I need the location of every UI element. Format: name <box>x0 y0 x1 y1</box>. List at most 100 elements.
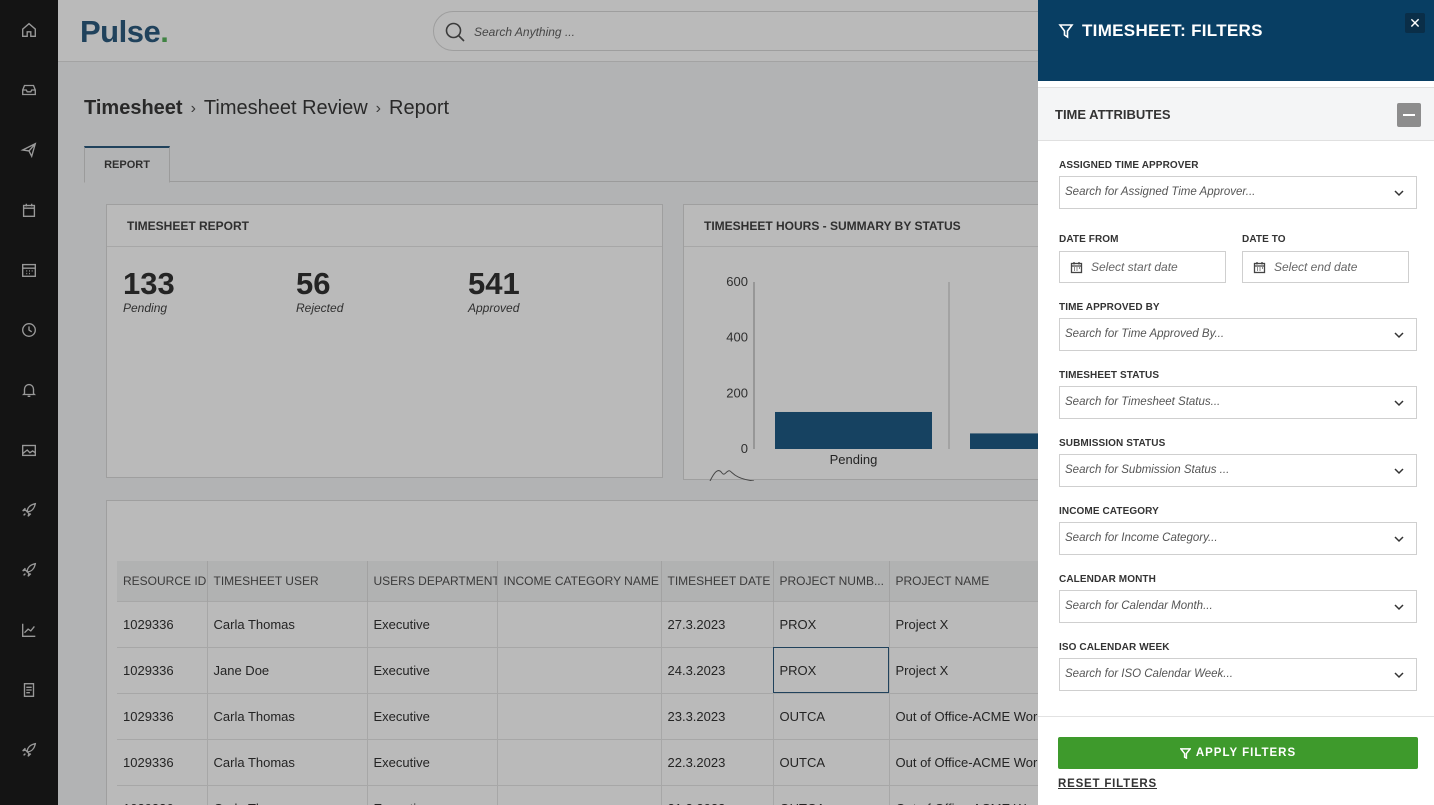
table-cell[interactable]: 23.3.2023 <box>661 692 774 739</box>
filter-icon <box>1058 23 1074 39</box>
column-header[interactable]: INCOME CATEGORY NAME <box>497 561 662 601</box>
table-cell[interactable]: OUTCA <box>773 692 890 739</box>
date-from-input[interactable]: Select start date <box>1059 251 1226 283</box>
stat-value: 56 <box>296 266 331 301</box>
table-cell[interactable]: PROX <box>773 646 890 693</box>
timesheet-status-select[interactable]: Search for Timesheet Status... <box>1059 386 1417 419</box>
breadcrumb: Timesheet › Timesheet Review › Report <box>84 97 449 120</box>
table-cell[interactable]: Carla Thomas <box>207 784 368 805</box>
column-header[interactable]: TIMESHEET USER <box>207 561 368 601</box>
table-cell[interactable] <box>497 738 662 785</box>
table-cell[interactable]: Carla Thomas <box>207 738 368 785</box>
reset-filters-link[interactable]: RESET FILTERS <box>1058 778 1157 790</box>
table-cell[interactable]: 1029336 <box>117 646 208 693</box>
chevron-down-icon <box>1392 600 1406 614</box>
section-title: TIME ATTRIBUTES <box>1055 107 1171 122</box>
table-cell[interactable]: Executive <box>367 646 498 693</box>
iso-week-select[interactable]: Search for ISO Calendar Week... <box>1059 658 1417 691</box>
chevron-down-icon <box>1392 464 1406 478</box>
breadcrumb-timesheet-review[interactable]: Timesheet Review <box>203 97 368 119</box>
breadcrumb-timesheet[interactable]: Timesheet <box>84 97 183 119</box>
chevron-down-icon <box>1392 532 1406 546</box>
rocket-icon-2[interactable] <box>18 559 40 581</box>
placeholder: Search for Submission Status ... <box>1065 464 1230 476</box>
pulse-logo[interactable]: Pulse. <box>80 14 169 49</box>
table-cell[interactable]: 1029336 <box>117 784 208 805</box>
calendar-month-select[interactable]: Search for Calendar Month... <box>1059 590 1417 623</box>
column-header[interactable]: USERS DEPARTMENT <box>367 561 498 601</box>
table-cell[interactable]: Executive <box>367 738 498 785</box>
table-cell[interactable]: OUTCA <box>773 738 890 785</box>
schedule-icon[interactable] <box>18 259 40 281</box>
stat-value: 133 <box>123 266 175 301</box>
rocket-icon-3[interactable] <box>18 739 40 761</box>
table-cell[interactable]: Carla Thomas <box>207 692 368 739</box>
timesheet-status-label: TIMESHEET STATUS <box>1059 370 1160 381</box>
assigned-approver-select[interactable]: Search for Assigned Time Approver... <box>1059 176 1417 209</box>
table-cell[interactable]: Executive <box>367 600 498 647</box>
table-cell[interactable]: 27.3.2023 <box>661 600 774 647</box>
table-cell[interactable]: 1029336 <box>117 600 208 647</box>
table-cell[interactable]: 21.3.2023 <box>661 784 774 805</box>
card-title: TIMESHEET REPORT <box>107 205 662 247</box>
table-row[interactable]: 1029336 Carla Thomas Executive 23.3.2023 OUT… <box>117 692 1090 739</box>
table-cell[interactable]: 1029336 <box>117 692 208 739</box>
filters-title: TIMESHEET: FILTERS <box>1082 21 1263 40</box>
chevron-right-icon: › <box>190 99 196 117</box>
x-tick-label: Pending <box>830 452 878 467</box>
search-input[interactable] <box>474 21 1074 43</box>
table-cell[interactable]: Carla Thomas <box>207 600 368 647</box>
table-cell[interactable]: Jane Doe <box>207 646 368 693</box>
clock-icon[interactable] <box>18 319 40 341</box>
table-cell[interactable]: OUTCA <box>773 784 890 805</box>
table-cell[interactable]: 1029336 <box>117 738 208 785</box>
column-header[interactable]: PROJECT NUMB... <box>773 561 890 601</box>
date-to-input[interactable]: Select end date <box>1242 251 1409 283</box>
image-icon[interactable] <box>18 439 40 461</box>
table-cell[interactable]: 24.3.2023 <box>661 646 774 693</box>
table-header-row: RESOURCE ID TIMESHEET USER USERS DEPARTMEN… <box>117 561 1090 601</box>
summary-by-status-card: TIMESHEET HOURS - SUMMARY BY STATUS 600 4… <box>683 204 1103 481</box>
column-header[interactable]: RESOURCE ID <box>117 561 208 601</box>
close-icon[interactable]: ✕ <box>1405 13 1425 33</box>
collapse-icon[interactable] <box>1397 103 1421 127</box>
table-cell[interactable] <box>497 646 662 693</box>
submission-status-select[interactable]: Search for Submission Status ... <box>1059 454 1417 487</box>
column-header[interactable]: TIMESHEET DATE <box>661 561 774 601</box>
stat-label: Approved <box>468 301 520 315</box>
bell-icon[interactable] <box>18 379 40 401</box>
home-icon[interactable] <box>18 19 40 41</box>
table-cell[interactable] <box>497 600 662 647</box>
table-cell[interactable]: Executive <box>367 784 498 805</box>
chart-icon[interactable] <box>18 619 40 641</box>
income-category-select[interactable]: Search for Income Category... <box>1059 522 1417 555</box>
card-title: TIMESHEET HOURS - SUMMARY BY STATUS <box>684 205 1102 247</box>
table-row[interactable]: 1029336 Jane Doe Executive 24.3.2023 PROX Pro… <box>117 646 1090 693</box>
table-cell[interactable]: PROX <box>773 600 890 647</box>
timesheet-report-card: TIMESHEET REPORT 133 Pending 56 Rejected… <box>106 204 663 478</box>
tab-bar: REPORT <box>84 146 1434 183</box>
assigned-approver-label: ASSIGNED TIME APPROVER <box>1059 160 1199 171</box>
breadcrumb-report: Report <box>389 97 450 119</box>
rocket-icon[interactable] <box>18 499 40 521</box>
modal-backdrop[interactable] <box>0 0 1038 805</box>
stat-rejected: 56 Rejected <box>296 266 343 316</box>
table-cell[interactable] <box>497 692 662 739</box>
document-icon[interactable] <box>18 679 40 701</box>
send-icon[interactable] <box>18 139 40 161</box>
filters-header: TIMESHEET: FILTERS ✕ <box>1038 0 1434 81</box>
apply-filters-button[interactable]: APPLY FILTERS <box>1058 737 1418 769</box>
placeholder: Select end date <box>1274 260 1358 274</box>
zoom-slider-preview <box>709 470 755 481</box>
global-search <box>433 11 1113 51</box>
table-cell[interactable]: 22.3.2023 <box>661 738 774 785</box>
stat-label: Pending <box>123 301 168 315</box>
table-cell[interactable] <box>497 784 662 805</box>
approved-by-select[interactable]: Search for Time Approved By... <box>1059 318 1417 351</box>
table-cell[interactable]: Executive <box>367 692 498 739</box>
tab-report[interactable]: REPORT <box>84 146 170 183</box>
placeholder: Search for Time Approved By... <box>1065 328 1225 340</box>
inbox-icon[interactable] <box>18 79 40 101</box>
calendar-icon[interactable] <box>18 199 40 221</box>
